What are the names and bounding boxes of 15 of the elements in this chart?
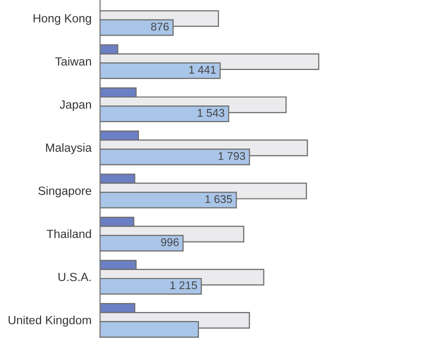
y-tick-label: Japan: [60, 100, 91, 112]
data-label: 1 793: [218, 152, 246, 160]
y-tick-label: Hong Kong: [34, 14, 91, 25]
y-tick-label: Taiwan: [55, 56, 91, 66]
y-tick-label: Malaysia: [46, 143, 92, 154]
y-tick-label: Thailand: [46, 229, 91, 238]
y-tick-label: Singapore: [38, 186, 92, 198]
data-label: 1 543: [198, 108, 224, 117]
data-label: 1 441: [189, 66, 216, 74]
data-label: 1 215: [170, 281, 197, 290]
y-tick-label: U.S.A.: [58, 272, 91, 282]
data-label: 1 635: [205, 195, 232, 204]
data-label: 996: [161, 238, 179, 246]
data-label: 876: [151, 22, 169, 31]
y-tick-label: United Kingdom: [8, 316, 91, 327]
